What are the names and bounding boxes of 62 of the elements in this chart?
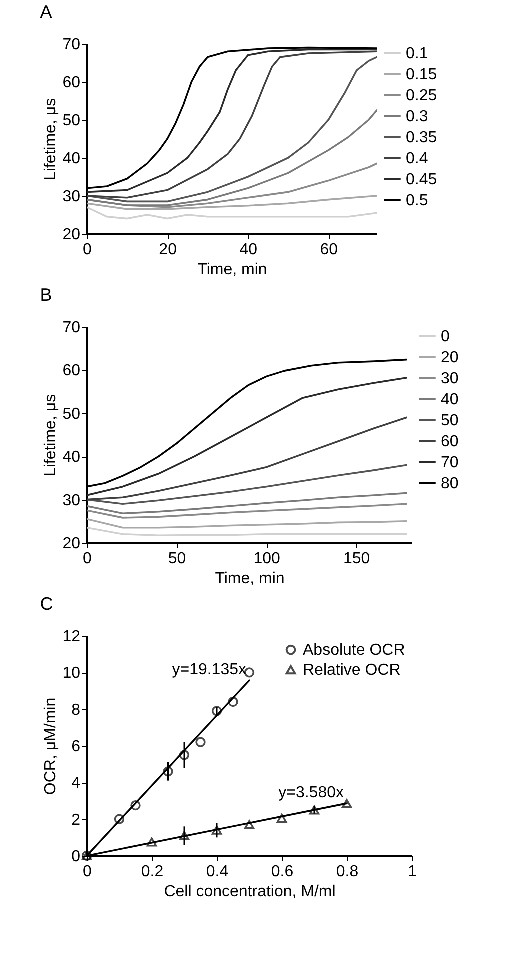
y-tick-label: 50 [62, 112, 81, 130]
y-tick-label: 70 [62, 36, 81, 54]
y-tick-label: 4 [72, 775, 81, 792]
x-tick-label: 40 [240, 242, 258, 258]
legend-label: 80 [441, 476, 459, 492]
y-tick-label: 8 [72, 702, 81, 719]
legend-label: 0.35 [406, 130, 438, 146]
chart-title: B [40, 285, 52, 305]
legend-label: Relative OCR [303, 662, 401, 679]
legend-label: Absolute OCR [303, 642, 406, 659]
y-tick-label: 2 [72, 812, 81, 829]
y-tick-label: 30 [62, 492, 81, 510]
y-tick-label: 30 [62, 188, 81, 206]
x-tick-label: 0.6 [271, 864, 294, 880]
y-tick-label: 50 [62, 406, 81, 423]
legend-label: 0.5 [406, 192, 428, 210]
legend-label: 0.1 [406, 46, 428, 62]
series-label: y=19.135x [172, 662, 246, 679]
legend-label: 0.25 [406, 88, 438, 104]
legend-label: 20 [441, 350, 459, 366]
legend-label: 0.15 [406, 66, 438, 84]
legend-label: 0.45 [406, 172, 438, 188]
y-tick-label: 40 [62, 150, 81, 168]
x-axis-title: Cell concentration, M/ml [164, 884, 336, 900]
x-tick-label: 0.8 [336, 864, 359, 880]
x-axis-title: Time, min [198, 262, 268, 278]
x-tick-label: 100 [254, 550, 281, 568]
y-tick-label: 60 [62, 362, 81, 380]
legend-label: 0.4 [406, 150, 428, 168]
y-tick-label: 20 [62, 226, 81, 244]
x-tick-label: 50 [168, 550, 186, 568]
legend-label: 40 [441, 392, 459, 408]
x-tick-label: 0 [83, 864, 92, 880]
chart-title: C [40, 594, 54, 614]
y-tick-label: 12 [62, 628, 81, 646]
y-tick-label: 40 [62, 449, 81, 466]
x-tick-label: 150 [343, 550, 370, 568]
x-axis-title: Time, min [215, 570, 285, 588]
x-tick-label: 0.4 [206, 864, 229, 880]
x-tick-label: 1 [408, 864, 418, 880]
y-tick-label: 60 [62, 74, 81, 92]
y-axis-title: OCR, μM/min [42, 698, 60, 796]
legend-label: 50 [441, 412, 459, 430]
y-tick-label: 0 [72, 848, 81, 866]
y-axis-title: Lifetime, μs [42, 394, 60, 477]
chart-title: A [40, 2, 52, 22]
y-tick-label: 6 [72, 738, 81, 756]
series-label: y=3.580x [278, 784, 344, 802]
legend-label: 70 [441, 454, 459, 472]
legend-label: 60 [441, 434, 459, 450]
y-tick-label: 70 [62, 320, 81, 336]
x-tick-label: 0 [83, 550, 92, 568]
x-tick-label: 20 [159, 242, 178, 258]
y-tick-label: 20 [62, 536, 81, 552]
x-tick-label: 60 [320, 242, 338, 258]
y-tick-label: 10 [62, 665, 81, 682]
y-axis-title: Lifetime, μs [42, 98, 60, 181]
x-tick-label: 0 [83, 242, 92, 258]
legend-label: 30 [441, 370, 459, 388]
legend-label: 0.3 [406, 108, 428, 126]
legend-label: 0 [441, 328, 450, 346]
x-tick-label: 0.2 [141, 864, 164, 880]
